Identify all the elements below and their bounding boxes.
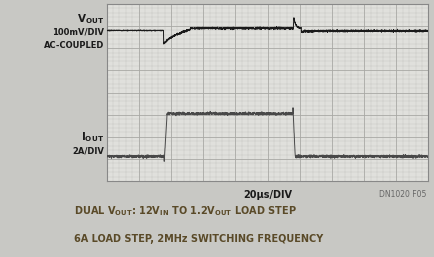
Text: I$_\mathbf{OUT}$: I$_\mathbf{OUT}$ — [81, 130, 104, 144]
Text: V$_\mathbf{OUT}$: V$_\mathbf{OUT}$ — [77, 12, 104, 26]
Text: DN1020 F05: DN1020 F05 — [378, 190, 425, 199]
Text: 6A LOAD STEP, 2MHz SWITCHING FREQUENCY: 6A LOAD STEP, 2MHz SWITCHING FREQUENCY — [74, 234, 322, 244]
Text: DUAL V$_{\mathbf{OUT}}$: 12V$_{\mathbf{IN}}$ TO 1.2V$_{\mathbf{OUT}}$ LOAD STEP: DUAL V$_{\mathbf{OUT}}$: 12V$_{\mathbf{I… — [74, 204, 296, 218]
Text: 20μs/DIV: 20μs/DIV — [243, 190, 291, 200]
Text: 2A/DIV: 2A/DIV — [72, 147, 104, 156]
Text: 100mV/DIV: 100mV/DIV — [52, 27, 104, 36]
Text: AC-COUPLED: AC-COUPLED — [44, 41, 104, 50]
